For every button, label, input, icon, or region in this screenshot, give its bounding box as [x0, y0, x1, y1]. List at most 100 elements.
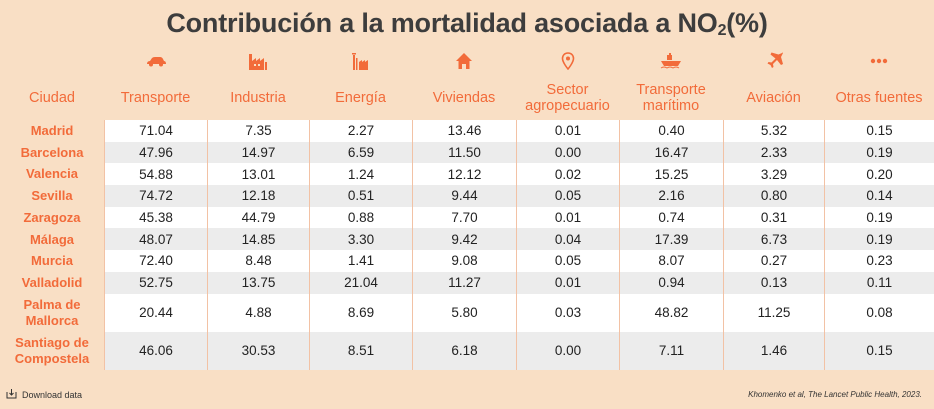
column-header: Otras fuentes — [835, 90, 923, 106]
table-cell: 72.40 — [104, 250, 207, 272]
table-cell: 71.04 — [104, 120, 207, 142]
table-cell: 11.50 — [412, 141, 516, 164]
table-cell: 0.02 — [516, 163, 619, 186]
table-cell: 30.53 — [207, 331, 309, 370]
table-cell: 48.82 — [619, 293, 723, 332]
row-city-label: Santiago de Compostela — [14, 335, 90, 366]
car-icon — [145, 55, 167, 67]
table-cell: 12.12 — [412, 163, 516, 186]
row-city-label: Madrid — [30, 123, 74, 139]
table-cell: 0.15 — [824, 331, 934, 370]
download-label: Download data — [22, 389, 83, 400]
table-cell: 6.73 — [723, 228, 824, 251]
table-cell: 0.80 — [723, 185, 824, 207]
table-cell: 0.23 — [824, 250, 934, 272]
table-cell: 45.38 — [104, 206, 207, 229]
column-icon-cell — [0, 46, 104, 76]
house-icon — [455, 52, 473, 70]
column-header: Viviendas — [432, 90, 496, 106]
table-cell: 7.11 — [619, 331, 723, 370]
table-cell: 7.70 — [412, 206, 516, 229]
table-cell: 0.03 — [516, 293, 619, 332]
column-icon-cell — [104, 46, 207, 76]
airplane-icon — [764, 51, 784, 71]
table-cell: 2.33 — [723, 141, 824, 164]
table-cell: 13.75 — [207, 271, 309, 294]
table-cell: 14.97 — [207, 141, 309, 164]
table-cell: 0.05 — [516, 185, 619, 207]
table-cell: 0.01 — [516, 120, 619, 142]
table-cell: 0.04 — [516, 228, 619, 251]
column-header: Ciudad — [29, 90, 75, 106]
table-cell: 8.07 — [619, 250, 723, 272]
table-cell: 8.69 — [309, 293, 412, 332]
location-pin-icon — [561, 52, 575, 70]
table-cell: 0.15 — [824, 120, 934, 142]
table-cell: 0.94 — [619, 271, 723, 294]
table-cell: 20.44 — [104, 293, 207, 332]
table-cell: 5.32 — [723, 120, 824, 142]
source-note: Khomenko et al, The Lancet Public Health… — [748, 390, 922, 399]
download-icon — [6, 388, 17, 401]
row-city-label: Palma de Mallorca — [23, 297, 81, 328]
table-cell: 0.19 — [824, 206, 934, 229]
row-city-label: Barcelona — [20, 144, 84, 160]
table-cell: 0.27 — [723, 250, 824, 272]
table-cell: 0.00 — [516, 141, 619, 164]
table-cell: 2.27 — [309, 120, 412, 142]
power-plant-icon — [351, 52, 371, 70]
table-cell: 12.18 — [207, 185, 309, 207]
table-cell: 0.14 — [824, 185, 934, 207]
download-data-link[interactable]: Download data — [6, 388, 82, 401]
table-cell: 0.19 — [824, 228, 934, 251]
table-cell: 3.29 — [723, 163, 824, 186]
column-icon-cell — [723, 46, 824, 76]
table-cell: 1.24 — [309, 163, 412, 186]
column-icon-cell — [412, 46, 516, 76]
data-table: Ciudad Transporte Industria Energía Vivienda… — [0, 46, 934, 370]
table-cell: 13.46 — [412, 120, 516, 142]
table-cell: 17.39 — [619, 228, 723, 251]
table-cell: 8.51 — [309, 331, 412, 370]
table-cell: 0.20 — [824, 163, 934, 186]
column-icon-cell — [309, 46, 412, 76]
table-cell: 1.41 — [309, 250, 412, 272]
table-cell: 15.25 — [619, 163, 723, 186]
column-icon-cell — [207, 46, 309, 76]
table-cell: 74.72 — [104, 185, 207, 207]
table-cell: 2.16 — [619, 185, 723, 207]
table-cell: 13.01 — [207, 163, 309, 186]
factory-icon — [248, 52, 268, 70]
table-cell: 11.25 — [723, 293, 824, 332]
column-header: Energía — [335, 90, 386, 106]
table-cell: 5.80 — [412, 293, 516, 332]
table-cell: 0.88 — [309, 206, 412, 229]
ship-icon — [660, 53, 682, 69]
table-cell: 0.01 — [516, 271, 619, 294]
table-cell: 54.88 — [104, 163, 207, 186]
row-city-label: Málaga — [29, 231, 75, 247]
column-header: Transporte marítimo — [636, 82, 706, 114]
table-cell: 11.27 — [412, 271, 516, 294]
row-city-label: Valencia — [25, 166, 79, 182]
table-cell: 0.00 — [516, 331, 619, 370]
table-cell: 0.19 — [824, 141, 934, 164]
row-city-label: Zaragoza — [23, 209, 81, 225]
table-cell: 16.47 — [619, 141, 723, 164]
table-cell: 0.13 — [723, 271, 824, 294]
chart-title: Contribución a la mortalidad asociada a … — [166, 8, 768, 39]
table-cell: 9.42 — [412, 228, 516, 251]
table-cell: 21.04 — [309, 271, 412, 294]
table-cell: 0.05 — [516, 250, 619, 272]
table-cell: 4.88 — [207, 293, 309, 332]
table-cell: 6.18 — [412, 331, 516, 370]
table-cell: 48.07 — [104, 228, 207, 251]
column-icon-cell — [824, 46, 934, 76]
column-header: Sector agropecuario — [525, 82, 610, 114]
column-icon-cell — [619, 46, 723, 76]
table-cell: 3.30 — [309, 228, 412, 251]
table-cell: 0.31 — [723, 206, 824, 229]
table-cell: 47.96 — [104, 141, 207, 164]
table-cell: 0.08 — [824, 293, 934, 332]
more-dots-icon — [869, 57, 889, 65]
